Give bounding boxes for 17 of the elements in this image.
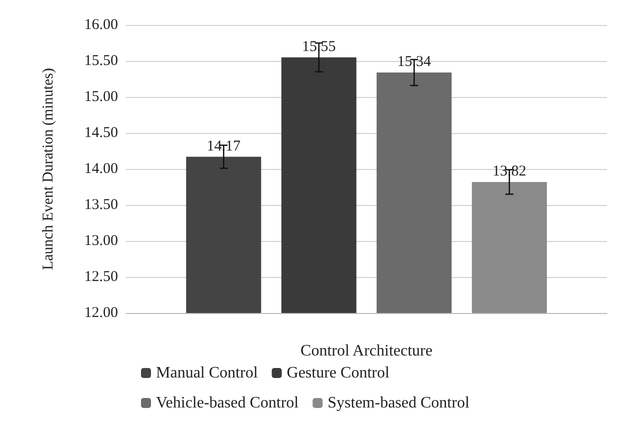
y-tick-label: 13.00	[84, 233, 118, 249]
y-tick-label: 12.00	[84, 305, 118, 321]
legend-label: Gesture Control	[286, 364, 390, 382]
data-label: 14.17	[206, 138, 241, 154]
legend-label: System-based Control	[328, 394, 470, 412]
data-label: 13.82	[492, 163, 526, 180]
y-tick-label: 15.50	[84, 53, 118, 69]
y-axis-title: Launch Event Duration (minutes)	[40, 68, 56, 270]
legend-label: Vehicle-based Control	[156, 394, 300, 412]
y-tick-label: 15.00	[84, 89, 118, 105]
y-tick-label: 16.00	[84, 17, 118, 33]
y-tick-label: 14.50	[84, 125, 118, 141]
x-axis-title: Control Architecture	[300, 342, 432, 360]
legend-label: Manual Control	[156, 364, 258, 382]
y-tick-label: 14.00	[84, 161, 118, 177]
y-tick-label: 12.50	[84, 269, 118, 285]
y-tick-label: 13.50	[84, 197, 118, 213]
